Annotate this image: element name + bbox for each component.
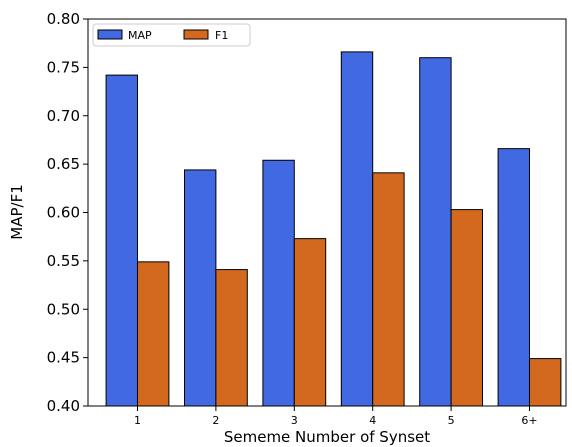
legend-label-f1: F1 [215,29,228,42]
y-tick-label: 0.60 [47,204,80,222]
bar-f1-5 [450,209,484,407]
bar-map-2 [184,169,217,407]
x-tick-label: 4 [369,414,376,427]
y-axis: 0.40 0.45 0.50 0.55 0.60 0.65 0.70 0.75 0.80 [47,10,88,415]
x-tick-label: 1 [134,414,141,427]
legend-swatch-map [97,29,123,40]
bar-map-4 [340,51,374,407]
bar-map-3 [262,159,295,407]
bar-map-5 [419,57,452,407]
plot-area [105,51,562,407]
y-tick-label: 0.80 [47,10,80,28]
y-tick-label: 0.65 [47,155,80,173]
bar-f1-3 [293,238,327,407]
legend: MAP F1 [92,23,251,47]
legend-swatch-f1 [183,29,209,40]
x-axis-label: Sememe Number of Synset [224,428,430,446]
bar-f1-6+ [529,358,562,407]
x-tick-label: 5 [448,414,455,427]
bar-map-1 [105,74,138,407]
plot-frame [87,18,567,407]
y-axis-label: MAP/F1 [8,184,26,239]
legend-box [92,23,251,47]
y-tick-label: 0.75 [47,58,80,76]
x-axis: 1 2 3 4 5 6+ [134,406,538,427]
y-tick-label: 0.45 [47,349,80,367]
x-tick-label: 3 [291,414,298,427]
bar-f1-2 [215,269,248,407]
y-tick-label: 0.40 [47,397,80,415]
y-tick-label: 0.50 [47,300,80,318]
bar-f1-4 [372,172,405,407]
y-tick-label: 0.70 [47,107,80,125]
bar-f1-1 [137,261,170,407]
x-tick-label: 6+ [521,414,537,427]
legend-label-map: MAP [128,29,152,42]
bar-map-6+ [497,148,531,407]
x-tick-label: 2 [212,414,219,427]
y-tick-label: 0.55 [47,252,80,270]
